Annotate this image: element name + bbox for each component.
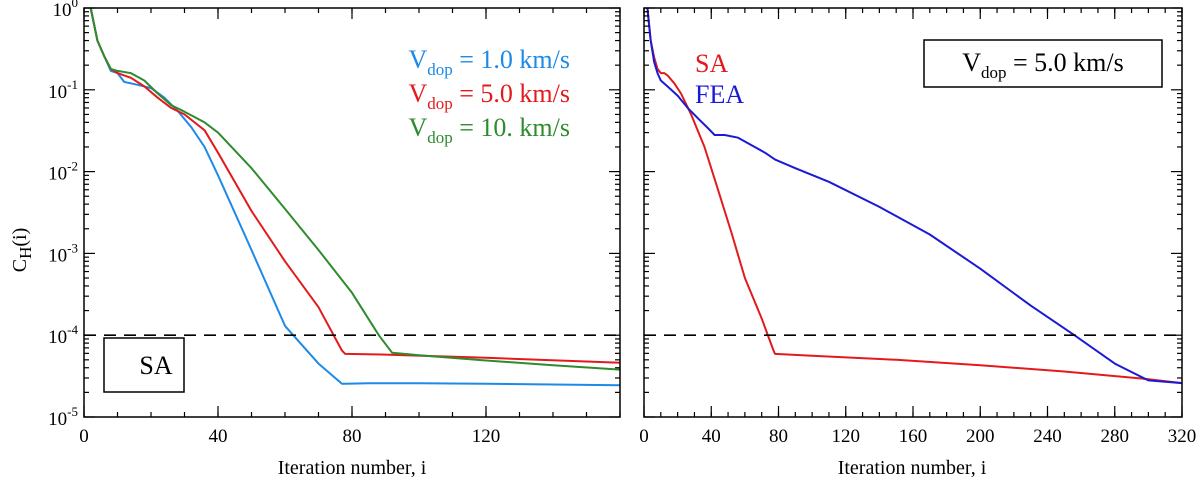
legend-entry-vdop-5-rest: = 5.0 km/s: [453, 79, 570, 108]
velocity-label-main: V: [962, 48, 981, 77]
left-x-tick-label: 80: [343, 426, 362, 447]
legend-entry-vdop-5-sub: dop: [427, 94, 453, 113]
right-x-tick-label: 200: [966, 426, 995, 447]
method-label-frame: [103, 337, 185, 393]
legend-entry-vdop-1-sub: dop: [427, 60, 453, 79]
velocity-label-frame: [923, 39, 1163, 88]
right-x-tick-label: 120: [832, 426, 861, 447]
legend-entry-vdop-10-main: V: [408, 113, 427, 142]
y-tick-label-exp: -5: [67, 404, 78, 419]
y-tick-label-exp: -1: [67, 77, 78, 92]
legend-entry-sa: SA: [695, 49, 728, 78]
legend-entry-fea: FEA: [695, 80, 744, 109]
legend-entry-vdop-10-rest: = 10. km/s: [453, 113, 570, 142]
legend-entry-vdop-10: Vdop = 10. km/s: [408, 113, 570, 147]
y-tick-label: 10-2: [48, 159, 78, 185]
velocity-label-sub: dop: [981, 63, 1007, 82]
y-tick-label-base: 10: [48, 164, 67, 185]
right-x-tick-label: 160: [899, 426, 928, 447]
legend-entry-vdop-5-main: V: [408, 79, 427, 108]
left-plot-frame: [83, 7, 621, 418]
legend-entry-vdop-1: Vdop = 1.0 km/s: [408, 45, 570, 79]
right-plot-frame: [643, 7, 1183, 418]
legend-entry-vdop-5: Vdop = 5.0 km/s: [408, 79, 570, 113]
y-tick-label-exp: -3: [67, 240, 78, 255]
legend-entry-vdop-1-main: V: [408, 45, 427, 74]
legend-entry-vdop-10-sub: dop: [427, 128, 453, 147]
right-series-line-fea: [646, 7, 1183, 385]
y-tick-label-exp: 0: [72, 0, 79, 10]
y-tick-label: 10-5: [48, 404, 78, 430]
velocity-label: Vdop = 5.0 km/s: [962, 48, 1124, 82]
left-x-tick-label: 120: [472, 426, 501, 447]
right-series-line-sa: [646, 7, 1183, 385]
velocity-label-box: Vdop = 5.0 km/s: [923, 39, 1163, 88]
right-x-tick-label: 80: [769, 426, 788, 447]
y-axis-title: CH(i): [9, 228, 35, 273]
velocity-label-rest: = 5.0 km/s: [1007, 48, 1124, 77]
method-label-box: SA: [103, 337, 185, 393]
left-x-axis-title: Iteration number, i: [278, 457, 427, 478]
y-tick-label-base: 10: [48, 245, 67, 266]
right-x-tick-label: 280: [1101, 426, 1130, 447]
right-x-tick-label: 40: [702, 426, 721, 447]
y-tick-label-base: 10: [48, 327, 67, 348]
y-tick-label-base: 10: [48, 82, 67, 103]
right-panel: 0 40 80 120 160 200 240 280 320 Iteration number…: [639, 7, 1197, 478]
right-legend: SA FEA: [695, 49, 744, 109]
method-label: SA: [139, 351, 172, 380]
right-x-axis-title: Iteration number, i: [838, 457, 987, 478]
y-tick-label: 100: [53, 0, 79, 21]
legend-entry-vdop-1-rest: = 1.0 km/s: [453, 45, 570, 74]
y-tick-label-base: 10: [53, 0, 72, 21]
left-x-tick-label: 40: [209, 426, 228, 447]
right-x-tick-label: 240: [1033, 426, 1062, 447]
y-tick-label: 10-3: [48, 240, 78, 266]
y-tick-label: 10-4: [48, 322, 78, 348]
y-tick-label-base: 10: [48, 409, 67, 430]
y-tick-label: 10-1: [48, 77, 78, 103]
left-series-line-vdop-10-km-s: [89, 7, 621, 371]
right-x-tick-label: 0: [639, 426, 649, 447]
y-tick-label-exp: -2: [67, 159, 78, 174]
right-x-tick-label: 320: [1168, 426, 1197, 447]
y-tick-label-exp: -4: [67, 322, 78, 337]
right-plot-area: 0 40 80 120 160 200 240 280 320: [639, 7, 1197, 447]
left-x-tick-label: 0: [79, 426, 89, 447]
left-legend: Vdop = 1.0 km/s Vdop = 5.0 km/s Vdop = 1…: [408, 45, 570, 147]
